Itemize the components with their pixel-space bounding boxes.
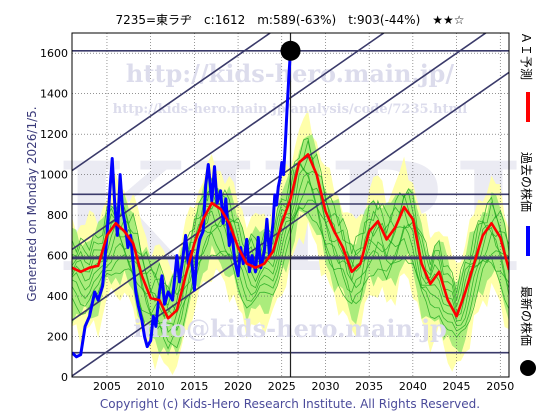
generated-date-label: Generated on Monday 2026/1/5. bbox=[25, 106, 39, 301]
latest-price-marker bbox=[280, 40, 301, 61]
y-tick-label: 1400 bbox=[40, 88, 68, 101]
x-tick-label: 2030 bbox=[311, 380, 339, 393]
price-series bbox=[72, 50, 509, 359]
legend: ＡＩ予測 過去の株価 最新の株価 bbox=[519, 32, 536, 376]
x-tick-label: 2015 bbox=[180, 380, 208, 393]
legend-latest-price-swatch bbox=[520, 360, 536, 376]
x-tick-label: 2045 bbox=[443, 380, 471, 393]
legend-ai-forecast: ＡＩ予測 bbox=[519, 32, 533, 122]
legend-latest-price: 最新の株価 bbox=[519, 286, 536, 376]
y-tick-label: 800 bbox=[47, 209, 68, 222]
y-tick-label: 0 bbox=[61, 371, 68, 384]
x-tick-label: 2040 bbox=[399, 380, 427, 393]
legend-ai-forecast-label: ＡＩ予測 bbox=[519, 32, 533, 80]
latest-price-marker-group bbox=[280, 40, 301, 61]
x-tick-label: 2010 bbox=[137, 380, 165, 393]
x-tick-label: 2035 bbox=[355, 380, 383, 393]
legend-latest-price-label: 最新の株価 bbox=[519, 286, 534, 346]
chart-title: 7235=東ラヂ c:1612 m:589(-63%) t:903(-44%) … bbox=[115, 13, 464, 27]
legend-past-price: 過去の株価 bbox=[519, 152, 534, 256]
copyright-footer: Copyright (c) Kids-Hero Research Institu… bbox=[100, 397, 480, 411]
reference-lines bbox=[72, 33, 509, 377]
x-tick-label: 2020 bbox=[224, 380, 252, 393]
plot-frame bbox=[71, 32, 510, 378]
legend-past-price-label: 過去の株価 bbox=[519, 152, 534, 212]
y-tick-label: 1000 bbox=[40, 169, 68, 182]
y-tick-label: 1200 bbox=[40, 128, 68, 141]
y-tick-label: 1600 bbox=[40, 47, 68, 60]
x-tick-label: 2050 bbox=[486, 380, 514, 393]
y-axis-ticks: 0 200 400 600 800 1000 1200 1400 1600 bbox=[40, 47, 68, 384]
y-tick-label: 600 bbox=[47, 250, 68, 263]
ai-forecast-line bbox=[72, 153, 509, 320]
trend-channel-line bbox=[72, 33, 272, 172]
x-tick-label: 2005 bbox=[93, 380, 121, 393]
x-axis-ticks: 2005 2010 2015 2020 2025 2030 2035 2040 2045 2050 bbox=[93, 380, 514, 393]
x-tick-label: 2025 bbox=[268, 380, 296, 393]
y-tick-label: 200 bbox=[47, 331, 68, 344]
y-tick-label: 400 bbox=[47, 290, 68, 303]
